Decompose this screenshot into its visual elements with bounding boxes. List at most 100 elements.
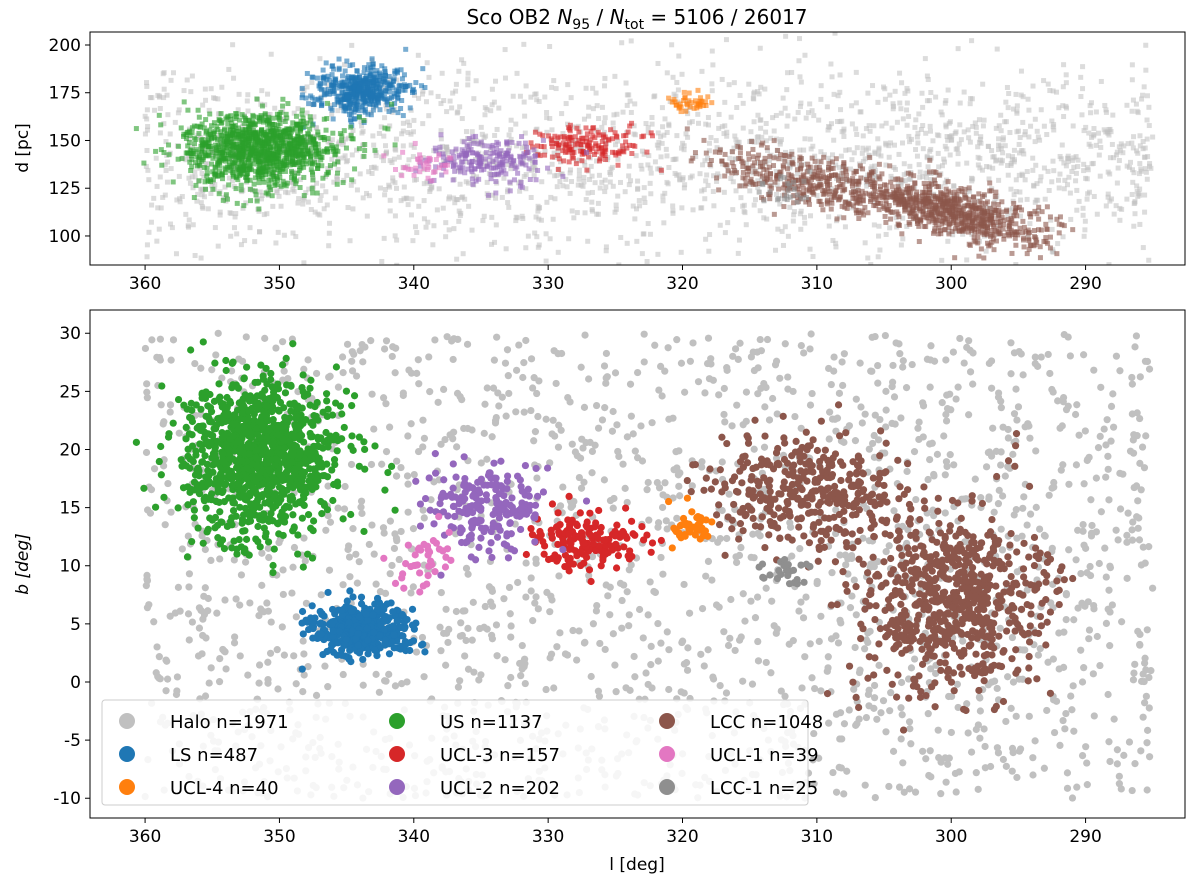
- point-us: [279, 184, 284, 189]
- point-lcc: [877, 162, 882, 167]
- point-halo: [753, 197, 758, 202]
- point-halo: [420, 92, 425, 97]
- point-halo: [291, 231, 296, 236]
- point-halo: [928, 124, 933, 129]
- point-halo: [734, 105, 739, 110]
- point-ls: [369, 112, 374, 117]
- point-halo: [699, 69, 704, 74]
- point-halo: [430, 242, 435, 247]
- point-halo: [992, 154, 997, 159]
- point-halo: [1124, 197, 1129, 202]
- point-lcc: [772, 138, 777, 143]
- point-halo: [155, 184, 160, 189]
- point-halo: [413, 224, 418, 229]
- point-halo: [568, 167, 573, 172]
- point-halo: [213, 96, 218, 101]
- point-ls: [382, 91, 387, 96]
- point-us: [237, 167, 242, 172]
- point-halo: [1078, 94, 1083, 99]
- point-halo: [947, 121, 952, 126]
- point-halo: [602, 189, 607, 194]
- point-halo: [1134, 102, 1139, 107]
- point-halo: [590, 207, 595, 212]
- point-us: [252, 130, 257, 135]
- point-halo: [329, 157, 334, 162]
- point-halo: [492, 133, 497, 138]
- point-halo: [831, 138, 836, 143]
- point-us: [239, 152, 244, 157]
- point-halo: [1143, 155, 1148, 160]
- point-ls: [392, 76, 397, 81]
- point-halo: [1137, 161, 1142, 166]
- point-halo: [209, 86, 214, 91]
- point-ucl-4: [709, 100, 714, 105]
- point-halo: [320, 269, 325, 274]
- point-lcc: [932, 169, 937, 174]
- point-lcc: [908, 190, 913, 195]
- point-halo: [664, 147, 669, 152]
- point-lcc: [1015, 230, 1020, 235]
- point-us: [208, 179, 213, 184]
- point-ls: [349, 95, 354, 100]
- point-halo: [648, 181, 653, 186]
- point-ls: [308, 93, 313, 98]
- point-halo: [200, 171, 205, 176]
- point-halo: [1025, 169, 1030, 174]
- point-halo: [1137, 133, 1142, 138]
- point-us: [349, 133, 354, 138]
- point-halo: [216, 244, 221, 249]
- point-halo: [1010, 157, 1015, 162]
- point-lcc: [776, 187, 781, 192]
- point-halo: [520, 214, 525, 219]
- point-halo: [323, 189, 328, 194]
- point-halo: [791, 219, 796, 224]
- point-halo: [584, 197, 589, 202]
- point-halo: [1060, 143, 1065, 148]
- point-halo: [1006, 105, 1011, 110]
- point-ls: [382, 66, 387, 71]
- point-halo: [664, 153, 669, 158]
- point-halo: [876, 234, 881, 239]
- point-lcc: [832, 194, 837, 199]
- point-halo: [154, 156, 159, 161]
- point-halo: [191, 222, 196, 227]
- point-halo: [852, 150, 857, 155]
- point-ls: [345, 95, 350, 100]
- point-halo: [360, 270, 365, 275]
- point-ls: [372, 75, 377, 80]
- point-ucl-3: [557, 156, 562, 161]
- point-halo: [1068, 191, 1073, 196]
- point-halo: [144, 116, 149, 121]
- point-halo: [1103, 129, 1108, 134]
- point-us: [304, 161, 309, 166]
- point-halo: [797, 148, 802, 153]
- point-halo: [597, 173, 602, 178]
- point-halo: [685, 135, 690, 140]
- point-lcc: [1020, 219, 1025, 224]
- point-halo: [482, 112, 487, 117]
- point-lcc: [854, 208, 859, 213]
- point-halo: [802, 221, 807, 226]
- point-halo: [550, 162, 555, 167]
- point-halo: [1145, 177, 1150, 182]
- point-halo: [984, 249, 989, 254]
- point-halo: [283, 190, 288, 195]
- point-halo: [723, 230, 728, 235]
- point-ls: [365, 81, 370, 86]
- point-ucl-3: [602, 149, 607, 154]
- point-lcc: [1013, 221, 1018, 226]
- point-us: [254, 148, 259, 153]
- point-lcc: [738, 150, 743, 155]
- point-halo: [1014, 92, 1019, 97]
- point-halo: [190, 74, 195, 79]
- point-lcc: [724, 163, 729, 168]
- point-halo: [1076, 158, 1081, 163]
- point-halo: [524, 83, 529, 88]
- point-halo: [1116, 166, 1121, 171]
- point-us: [224, 145, 229, 150]
- point-ucl-2: [499, 161, 504, 166]
- point-halo: [996, 143, 1001, 148]
- point-us: [292, 177, 297, 182]
- point-halo: [670, 211, 675, 216]
- point-halo: [530, 267, 535, 272]
